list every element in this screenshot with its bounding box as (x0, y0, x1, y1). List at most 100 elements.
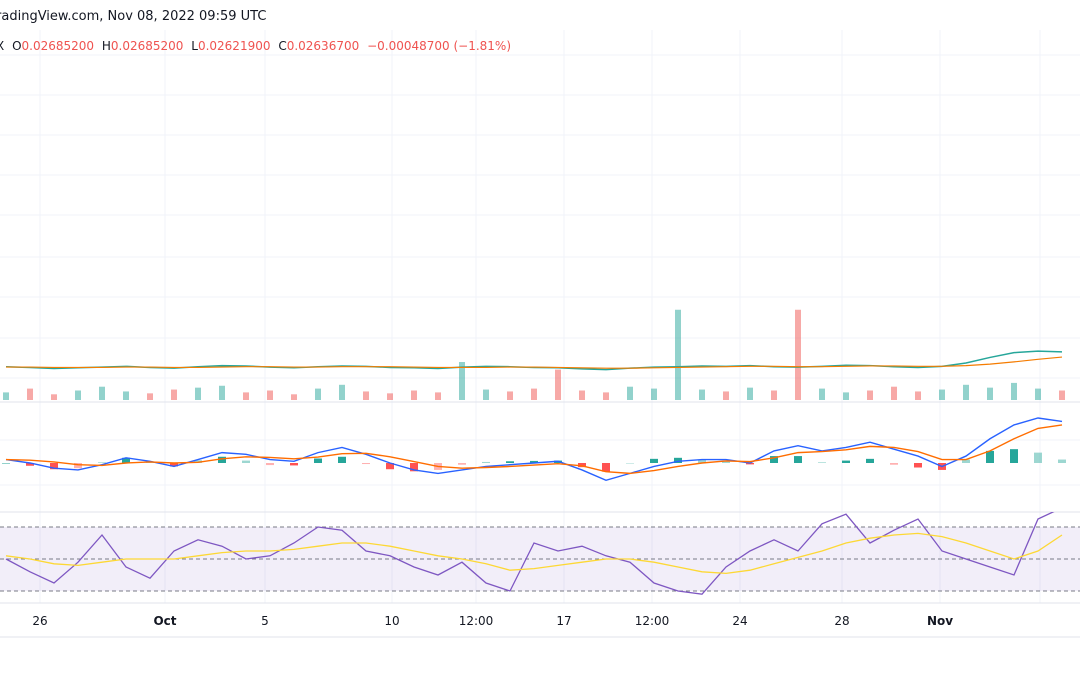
volume-bar (507, 391, 513, 400)
volume-bar (747, 387, 753, 400)
volume-bar (123, 391, 129, 400)
macd-histogram-bar (674, 457, 682, 463)
volume-bar (603, 392, 609, 400)
rsi-line (5, 532, 1063, 575)
symbol: X (0, 39, 4, 53)
macd-histogram-bar (986, 450, 994, 463)
time-axis-label: 12:00 (459, 614, 494, 628)
ohlc-key: L (191, 39, 198, 53)
ohlc-value: 0.02636700 (287, 39, 360, 53)
time-axis-label: Nov (927, 614, 953, 628)
volume-bar (291, 394, 297, 400)
macd-histogram-bar (698, 459, 706, 463)
change: −0.00048700 (−1.81%) (367, 39, 511, 53)
volume-bar (939, 389, 945, 400)
time-axis-label: 12:00 (635, 614, 670, 628)
macd-histogram-bar (458, 463, 466, 465)
volume-bar (819, 388, 825, 400)
ohlc-legend: X O0.02685200 H0.02685200 L0.02621900 C0… (0, 39, 511, 53)
macd-histogram-bar (914, 463, 922, 468)
time-axis-label: 28 (834, 614, 849, 628)
volume-bar (3, 392, 9, 400)
volume-bar (219, 385, 225, 400)
time-axis-label: Oct (153, 614, 176, 628)
macd-histogram-bar (962, 459, 970, 463)
macd-histogram-bar (338, 456, 346, 463)
macd-histogram-bar (50, 463, 58, 470)
volume-bar (339, 384, 345, 400)
macd-histogram-bar (266, 463, 274, 466)
time-axis-label: 17 (556, 614, 571, 628)
volume-bar (795, 309, 801, 400)
macd-histogram-bar (818, 462, 826, 463)
volume-bar (171, 389, 177, 400)
macd-pane (2, 417, 1066, 482)
volume-bar (963, 384, 969, 400)
volume-bar (627, 386, 633, 400)
macd-histogram-bar (170, 463, 178, 467)
macd-histogram-bar (650, 458, 658, 463)
volume-bar (915, 391, 921, 400)
macd-histogram-bar (122, 457, 130, 463)
volume-bar (699, 389, 705, 400)
macd-histogram-bar (842, 460, 850, 463)
macd-histogram-bar (2, 463, 10, 464)
rsi-pane (0, 512, 1080, 595)
volume-bar (147, 393, 153, 400)
volume-bar (891, 386, 897, 400)
volume-bar (363, 391, 369, 400)
volume-bar (555, 369, 561, 400)
volume-bar (75, 390, 81, 400)
volume-bar (579, 390, 585, 400)
volume-bar (1059, 390, 1065, 400)
volume-bar (771, 390, 777, 400)
volume-bar (483, 389, 489, 400)
time-axis-label: 5 (261, 614, 269, 628)
ohlc-value: 0.02685200 (111, 39, 184, 53)
volume-bar (27, 388, 33, 400)
volume-bar (1011, 382, 1017, 400)
time-axis-label: 26 (32, 614, 47, 628)
volume-bar (843, 392, 849, 400)
rsi-line (5, 512, 1055, 595)
macd-histogram-bar (1010, 449, 1018, 463)
volume-bar (1035, 388, 1041, 400)
macd-histogram-bar (242, 460, 250, 463)
time-axis-label: 10 (384, 614, 399, 628)
volume-bar (195, 387, 201, 400)
macd-histogram-bar (386, 463, 394, 470)
macd-histogram-bar (314, 458, 322, 463)
volume-bar (387, 393, 393, 400)
price-line (6, 356, 1063, 369)
volume-bar (435, 392, 441, 400)
plot-area (0, 309, 1080, 595)
volume-bar (51, 394, 57, 400)
macd-histogram-bar (722, 461, 730, 463)
macd-histogram-bar (890, 463, 898, 465)
volume-bar (267, 390, 273, 400)
macd-histogram-bar (602, 463, 610, 472)
volume-bar (867, 390, 873, 400)
volume-bar (411, 390, 417, 400)
volume-bar (651, 388, 657, 400)
time-axis-label: 24 (732, 614, 747, 628)
macd-histogram-bar (506, 461, 514, 463)
ohlc-key: H (102, 39, 111, 53)
macd-histogram-bar (1034, 452, 1042, 463)
header-title: TradingView.com, Nov 08, 2022 09:59 UTC (0, 9, 266, 24)
ohlc-key: C (278, 39, 286, 53)
macd-line (5, 424, 1063, 475)
volume-bar (675, 309, 681, 400)
macd-histogram-bar (26, 463, 34, 466)
volume-bar (723, 391, 729, 400)
ohlc-key: O (12, 39, 21, 53)
macd-histogram-bar (1058, 459, 1066, 463)
volume-bar (459, 362, 465, 400)
macd-histogram-bar (794, 456, 802, 463)
ohlc-value: 0.02685200 (22, 39, 95, 53)
macd-histogram-bar (482, 461, 490, 463)
macd-histogram-bar (218, 456, 226, 463)
macd-histogram-bar (530, 460, 538, 463)
macd-histogram-bar (290, 463, 298, 466)
